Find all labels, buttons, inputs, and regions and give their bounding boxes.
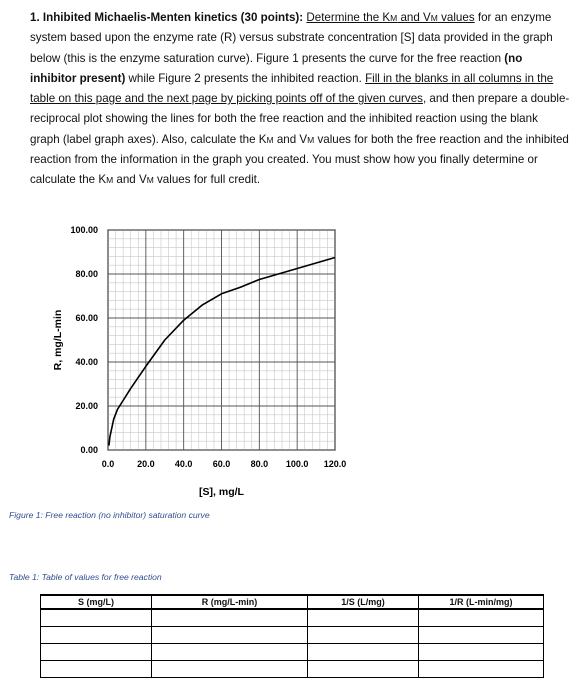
y-tick-label: 40.00 [75, 357, 98, 367]
x-tick-label: 80.0 [251, 459, 269, 469]
x-tick-label: 60.0 [213, 459, 231, 469]
saturation-curve [108, 256, 336, 446]
blank-cell[interactable] [418, 643, 544, 661]
x-tick-label: 20.0 [137, 459, 155, 469]
blank-cell[interactable] [151, 643, 308, 661]
blank-cell[interactable] [40, 626, 152, 644]
blank-cell[interactable] [418, 608, 544, 627]
table-row [40, 626, 544, 644]
y-tick-label: 0.00 [80, 445, 98, 455]
table-row [40, 643, 544, 661]
x-tick-label: 120.0 [324, 459, 347, 469]
y-tick-label: 100.00 [70, 225, 98, 235]
blank-cell[interactable] [151, 660, 308, 678]
values-table: S (mg/L) R (mg/L-min) 1/S (L/mg) 1/R (L-… [40, 594, 544, 678]
determine-instruction: Determine the KM and VM values [306, 11, 475, 24]
x-axis-label: [S], mg/L [199, 486, 244, 498]
no-inhibitor-note: (no inhibitor present) [30, 51, 523, 85]
y-axis-label: R, mg/L-min [52, 310, 64, 371]
table-header-row: S (mg/L) R (mg/L-min) 1/S (L/mg) 1/R (L-… [40, 594, 544, 610]
col-header-r: R (mg/L-min) [151, 594, 308, 610]
blank-cell[interactable] [40, 608, 152, 627]
x-tick-label: 40.0 [175, 459, 193, 469]
blank-cell[interactable] [307, 643, 419, 661]
blank-cell[interactable] [307, 626, 419, 644]
blank-cell[interactable] [151, 626, 308, 644]
y-tick-label: 80.00 [75, 269, 98, 279]
figure-caption: Figure 1: Free reaction (no inhibitor) s… [9, 510, 210, 520]
col-header-inv-s: 1/S (L/mg) [307, 594, 419, 610]
x-tick-label: 100.0 [286, 459, 309, 469]
y-tick-label: 20.00 [75, 401, 98, 411]
problem-statement: 1. Inhibited Michaelis-Menten kinetics (… [30, 11, 570, 187]
blank-cell[interactable] [40, 660, 152, 678]
blank-cell[interactable] [418, 626, 544, 644]
table-row [40, 608, 544, 627]
blank-cell[interactable] [40, 643, 152, 661]
col-header-s: S (mg/L) [40, 594, 152, 610]
table-caption: Table 1: Table of values for free reacti… [9, 572, 162, 582]
col-header-inv-r: 1/R (L-min/mg) [418, 594, 544, 610]
blank-cell[interactable] [307, 608, 419, 627]
problem-title: Inhibited Michaelis-Menten kinetics (30 … [42, 11, 304, 24]
saturation-chart: 0.0 20.0 40.0 60.0 80.0 100.0 120.0 0.00 20.00 40… [52, 225, 347, 498]
blank-cell[interactable] [151, 608, 308, 627]
problem-number: 1. [30, 11, 40, 24]
table-row [40, 660, 544, 678]
blank-cell[interactable] [418, 660, 544, 678]
fill-instruction: Fill in the blanks in all columns in the… [30, 71, 554, 106]
y-tick-label: 60.00 [75, 313, 98, 323]
blank-cell[interactable] [307, 660, 419, 678]
x-tick-label: 0.0 [102, 459, 115, 469]
